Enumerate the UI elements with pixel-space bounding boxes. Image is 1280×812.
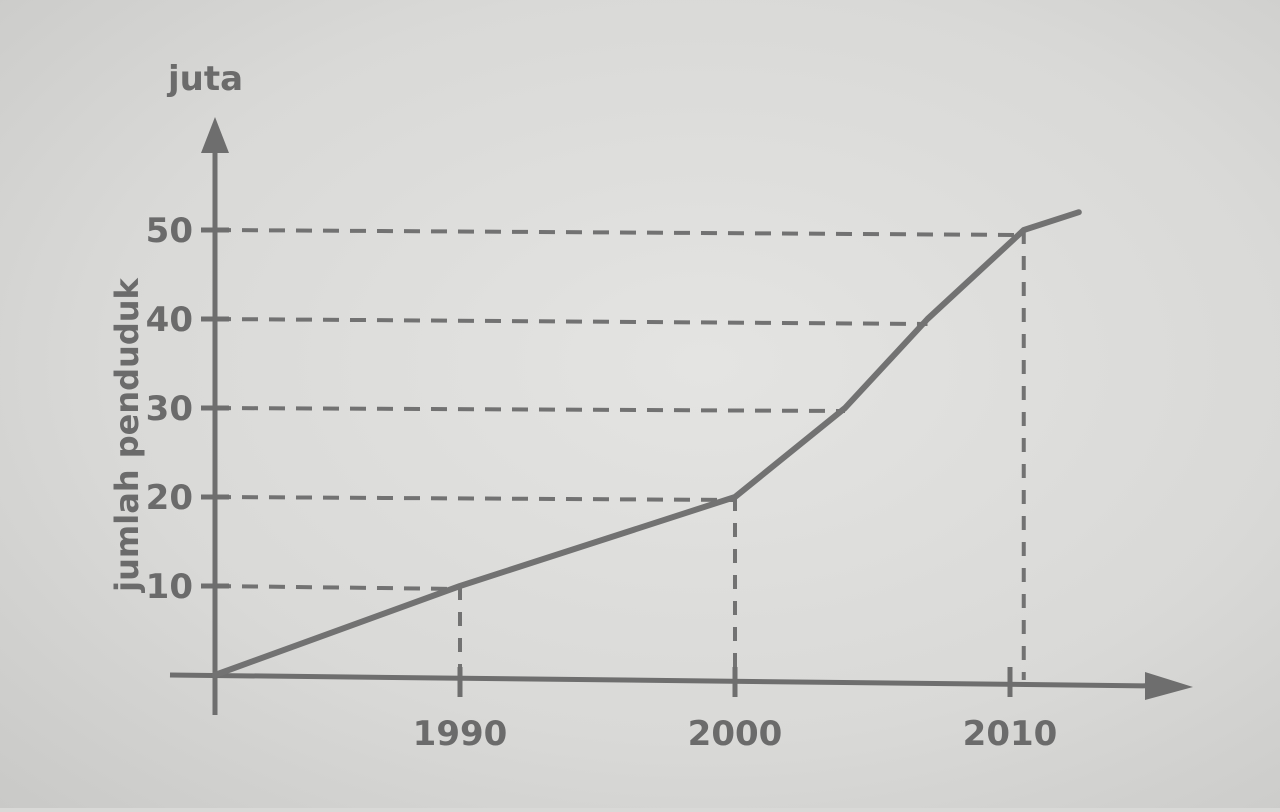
y-tick-label-40: 40 (146, 300, 193, 340)
x-tick-label-2010: 2010 (963, 714, 1058, 754)
reference-line-h-40 (215, 319, 928, 324)
series (215, 212, 1079, 675)
reference-lines (215, 230, 1024, 680)
y-unit-label: juta (166, 59, 243, 99)
x-tick-label-1990: 1990 (413, 714, 508, 754)
y-tick-label-50: 50 (146, 211, 193, 251)
y-tick-label-30: 30 (146, 389, 193, 429)
ticks: 10 20 30 40 50 1990 2000 2010 (146, 211, 1058, 754)
y-tick-label-10: 10 (146, 567, 193, 607)
y-axis-arrow (201, 117, 229, 153)
reference-line-h-20 (215, 497, 735, 500)
reference-line-h-50 (215, 230, 1024, 235)
reference-line-h-10 (215, 586, 460, 589)
reference-line-h-30 (215, 408, 845, 411)
y-axis-label: jumlah penduduk (108, 277, 146, 593)
axes (170, 117, 1193, 715)
x-tick-label-2000: 2000 (688, 714, 783, 754)
y-tick-label-20: 20 (146, 478, 193, 518)
x-axis-arrow (1145, 672, 1193, 700)
series-line-0 (215, 212, 1079, 675)
